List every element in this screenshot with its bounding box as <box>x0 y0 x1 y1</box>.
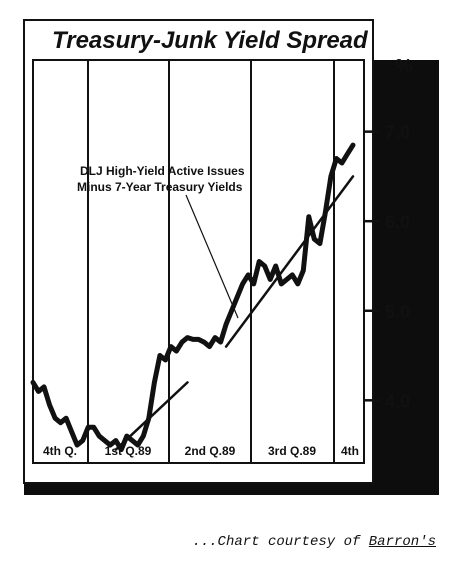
trend-line <box>114 381 189 451</box>
chart-frame <box>23 19 374 484</box>
y-tick-label: 7.0 <box>385 123 410 143</box>
chart-shadow-bottom <box>24 483 387 495</box>
quarter-label: 4th Q. <box>43 444 77 458</box>
annotation-pointer <box>185 194 239 319</box>
annotation-line-2: Minus 7-Year Treasury Yields <box>77 180 243 194</box>
chart-title: Treasury-Junk Yield Spread <box>52 27 369 54</box>
credit-prefix: ...Chart courtesy of <box>192 534 369 550</box>
credit-source: Barron's <box>368 534 436 550</box>
annotation-line-1: DLJ High-Yield Active Issues <box>80 164 245 178</box>
quarter-label: 3rd Q.89 <box>268 444 316 458</box>
axis-shadow <box>387 60 439 495</box>
y-tick-label: 5.0 <box>385 302 410 322</box>
trend-line <box>224 175 355 348</box>
chart-credit: ...Chart courtesy of Barron's <box>0 534 436 550</box>
y-tick-label: 4.0 <box>385 391 410 411</box>
chart-shadow-right <box>373 60 387 495</box>
y-tick-label: 6.0 <box>385 212 410 232</box>
quarter-label: 4th <box>341 444 359 458</box>
y-unit-label: % <box>395 56 413 78</box>
quarter-label: 2nd Q.89 <box>185 444 236 458</box>
